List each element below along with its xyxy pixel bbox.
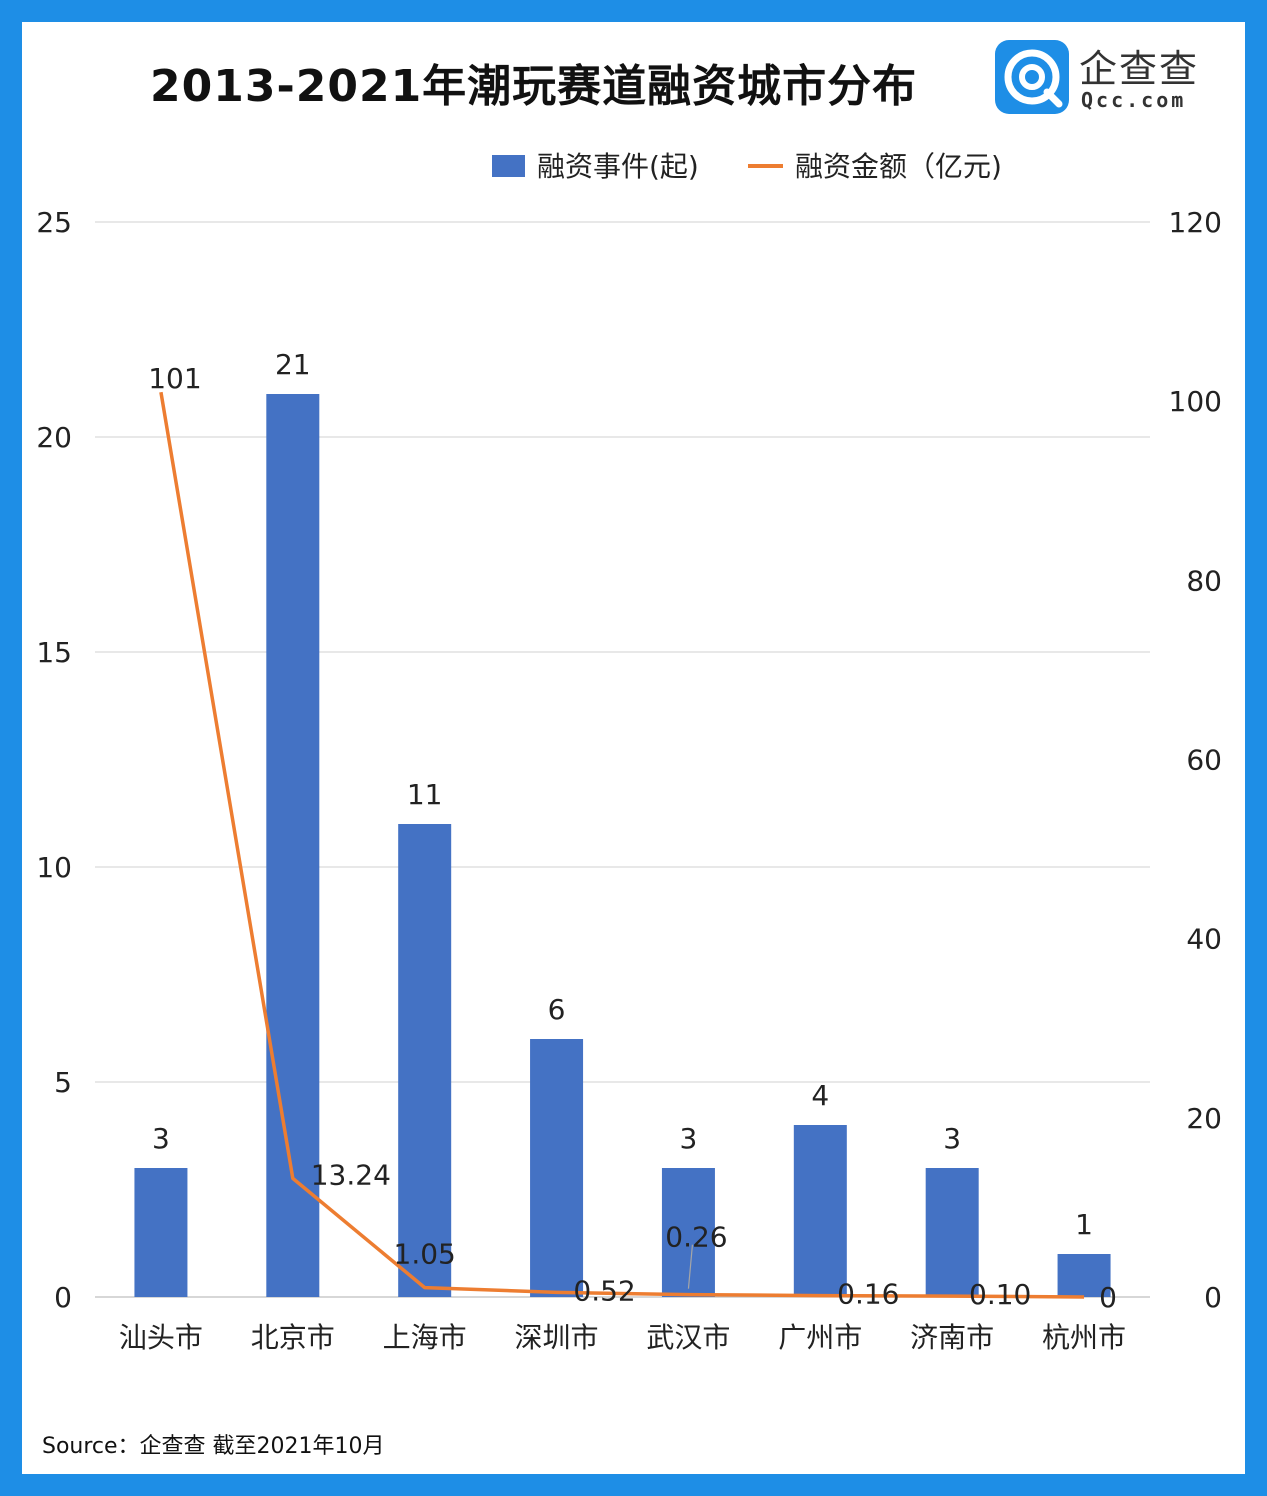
x-category-label: 北京市 bbox=[251, 1321, 335, 1354]
left-tick-label: 25 bbox=[36, 206, 72, 239]
gridlines bbox=[95, 221, 1150, 1298]
bar bbox=[1057, 1254, 1111, 1297]
bar bbox=[530, 1039, 584, 1297]
bar bbox=[661, 1168, 715, 1297]
bar-value-label: 3 bbox=[680, 1122, 698, 1155]
right-tick-label: 0 bbox=[1204, 1281, 1222, 1314]
bar bbox=[793, 1125, 847, 1297]
legend-label-line: 融资金额（亿元) bbox=[795, 150, 1002, 183]
brand-name: 企查查 bbox=[1079, 47, 1200, 91]
line-value-label: 1.05 bbox=[394, 1238, 456, 1271]
right-tick-label: 120 bbox=[1169, 206, 1222, 239]
left-tick-label: 20 bbox=[36, 421, 72, 454]
bar-value-label: 6 bbox=[548, 993, 566, 1026]
left-tick-label: 0 bbox=[54, 1281, 72, 1314]
bar bbox=[266, 394, 320, 1297]
x-category-label: 汕头市 bbox=[119, 1321, 203, 1354]
left-tick-label: 10 bbox=[36, 851, 72, 884]
bar bbox=[134, 1168, 188, 1297]
bar-value-label: 4 bbox=[811, 1079, 829, 1112]
chart-title: 2013-2021年潮玩赛道融资城市分布 bbox=[150, 61, 918, 112]
bar-series bbox=[134, 394, 1111, 1297]
x-category-label: 深圳市 bbox=[515, 1321, 599, 1354]
bar-value-label: 11 bbox=[407, 778, 443, 811]
line-data-labels: 101 13.24 1.05 0.52 0.26 0.16 0.10 0 bbox=[148, 362, 1117, 1314]
left-tick-label: 5 bbox=[54, 1066, 72, 1099]
line-series bbox=[159, 391, 1085, 1299]
right-axis-ticks: 0 20 40 60 80 100 120 bbox=[1169, 206, 1222, 1314]
legend-swatch-bar bbox=[492, 155, 525, 177]
bar bbox=[925, 1168, 979, 1297]
line-value-label: 0.16 bbox=[837, 1278, 899, 1311]
x-category-label: 杭州市 bbox=[1042, 1321, 1126, 1354]
right-tick-label: 20 bbox=[1186, 1102, 1222, 1135]
bar-value-label: 1 bbox=[1075, 1208, 1093, 1241]
legend-label-bar: 融资事件(起) bbox=[537, 150, 699, 183]
bar-data-labels: 3 21 11 6 3 4 3 1 bbox=[152, 348, 1093, 1241]
bar bbox=[398, 824, 452, 1297]
line-value-label: 13.24 bbox=[311, 1158, 391, 1191]
legend: 融资事件(起) 融资金额（亿元) bbox=[492, 150, 1002, 183]
bar-value-label: 3 bbox=[152, 1122, 170, 1155]
source-note: Source：企查查 截至2021年10月 bbox=[42, 1434, 385, 1459]
x-category-label: 广州市 bbox=[778, 1321, 862, 1354]
line-value-label: 0.26 bbox=[665, 1221, 727, 1254]
line-label-leader bbox=[687, 1244, 694, 1289]
left-tick-label: 15 bbox=[36, 636, 72, 669]
right-tick-label: 40 bbox=[1186, 923, 1222, 956]
line-value-label: 0.10 bbox=[969, 1278, 1031, 1311]
x-category-label: 武汉市 bbox=[646, 1321, 730, 1354]
bar-value-label: 21 bbox=[275, 348, 311, 381]
right-tick-label: 80 bbox=[1186, 564, 1222, 597]
right-tick-label: 60 bbox=[1186, 744, 1222, 777]
qcc-logo-icon bbox=[995, 40, 1069, 114]
x-category-label: 济南市 bbox=[910, 1321, 994, 1354]
x-category-label: 上海市 bbox=[383, 1321, 467, 1354]
line-value-label: 101 bbox=[148, 362, 201, 395]
chart-card bbox=[22, 22, 1245, 1474]
brand-logo: 企查查 Qcc.com bbox=[995, 40, 1225, 116]
line-value-label: 0.52 bbox=[573, 1274, 635, 1307]
brand-domain: Qcc.com bbox=[1081, 88, 1187, 112]
x-axis-labels: 汕头市 北京市 上海市 深圳市 武汉市 广州市 济南市 杭州市 bbox=[119, 1321, 1126, 1354]
bar-value-label: 3 bbox=[943, 1122, 961, 1155]
line-path bbox=[159, 391, 1085, 1299]
right-tick-label: 100 bbox=[1169, 385, 1222, 418]
line-value-label: 0 bbox=[1099, 1281, 1117, 1314]
left-axis-ticks: 0 5 10 15 20 25 bbox=[36, 206, 72, 1314]
